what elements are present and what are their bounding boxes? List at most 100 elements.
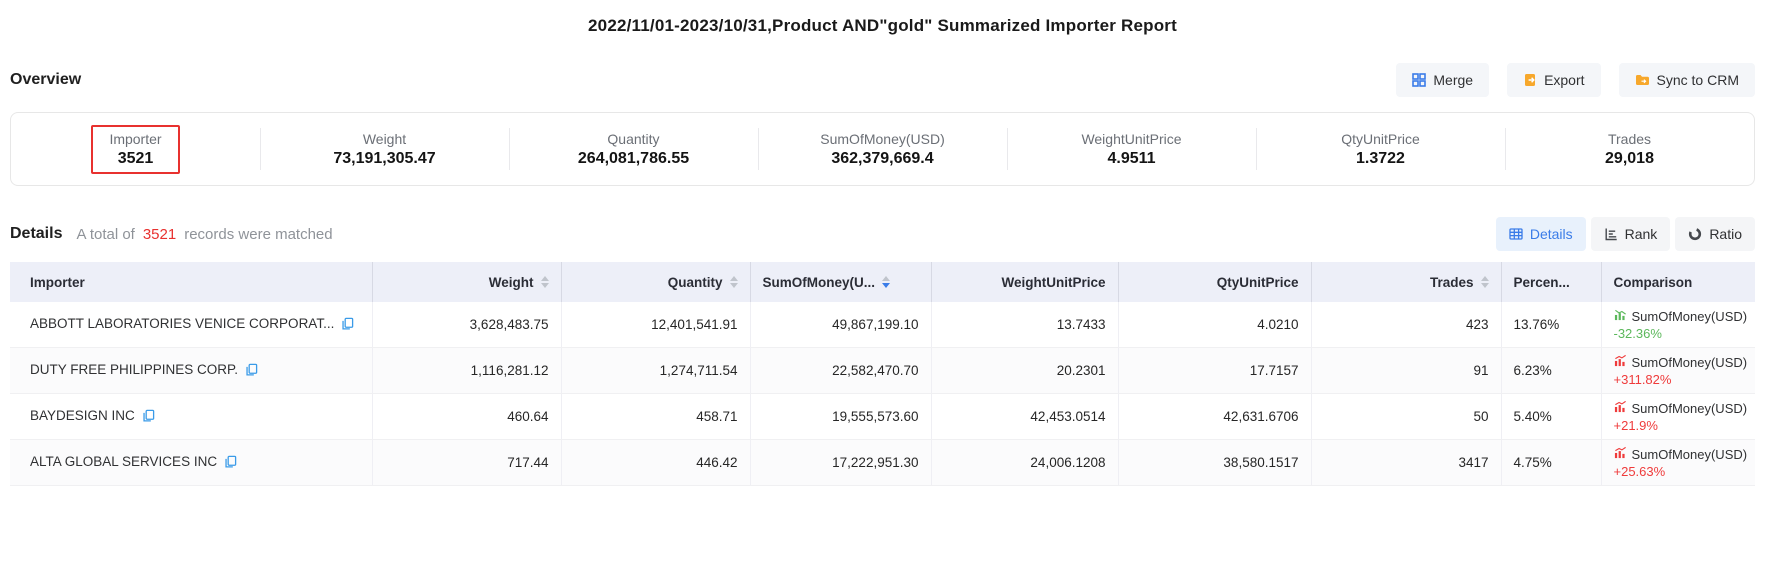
stat-weight: Weight73,191,305.47 — [260, 127, 509, 172]
qty-unit-price-cell: 4.0210 — [1118, 302, 1311, 348]
page: 2022/11/01-2023/10/31,Product AND"gold" … — [0, 0, 1765, 573]
trend-up-chart-icon — [1614, 400, 1627, 417]
export-button[interactable]: Export — [1507, 63, 1600, 97]
tab-details[interactable]: Details — [1496, 217, 1586, 251]
stat-label: Trades — [1608, 131, 1651, 147]
tab-rank[interactable]: Rank — [1591, 217, 1671, 251]
stat-label: Quantity — [607, 131, 659, 147]
trades-cell: 91 — [1311, 348, 1501, 394]
table-row: ALTA GLOBAL SERVICES INC 717.44 446.42 1… — [10, 440, 1755, 486]
stat-qty-unit-price: QtyUnitPrice1.3722 — [1256, 127, 1505, 172]
column-header-importer: Importer — [10, 262, 372, 302]
importer-table-wrap: Importer Weight Quantity SumOfMoney(U...… — [10, 262, 1755, 486]
comparison-metric-label: SumOfMoney(USD) — [1632, 446, 1748, 463]
column-header-comparison: Comparison — [1601, 262, 1755, 302]
trades-cell: 50 — [1311, 394, 1501, 440]
weight-unit-price-cell: 24,006.1208 — [931, 440, 1118, 486]
stat-label: SumOfMoney(USD) — [820, 131, 944, 147]
stat-importer: Importer 3521 — [11, 125, 260, 174]
percent-cell: 6.23% — [1501, 348, 1601, 394]
export-button-label: Export — [1544, 72, 1584, 88]
column-header-qty-unit-price: QtyUnitPrice — [1118, 262, 1311, 302]
importer-name-link[interactable]: BAYDESIGN INC — [30, 408, 135, 423]
sum-of-money-cell: 19,555,573.60 — [750, 394, 931, 440]
toolbar: Merge Export Sync to CRM — [1396, 63, 1755, 97]
column-header-trades[interactable]: Trades — [1311, 262, 1501, 302]
comparison-cell: SumOfMoney(USD) +311.82% — [1614, 349, 1744, 393]
percent-cell: 4.75% — [1501, 440, 1601, 486]
sum-of-money-cell: 49,867,199.10 — [750, 302, 931, 348]
table-row: ABBOTT LABORATORIES VENICE CORPORAT... 3… — [10, 302, 1755, 348]
sort-carets-icon[interactable] — [882, 276, 890, 288]
quantity-cell: 12,401,541.91 — [561, 302, 750, 348]
tab-ratio[interactable]: Ratio — [1675, 217, 1755, 251]
ratio-donut-icon — [1688, 227, 1702, 241]
topbar: Overview Merge Export Sync to CRM — [10, 62, 1755, 98]
table-icon — [1509, 227, 1523, 241]
comparison-cell: SumOfMoney(USD) +21.9% — [1614, 395, 1744, 439]
overview-heading: Overview — [10, 71, 81, 89]
percent-cell: 5.40% — [1501, 394, 1601, 440]
column-header-weight-unit-price: WeightUnitPrice — [931, 262, 1118, 302]
tab-ratio-label: Ratio — [1709, 226, 1742, 242]
clipped-next-row — [10, 486, 1755, 487]
table-row: BAYDESIGN INC 460.64 458.71 19,555,573.6… — [10, 394, 1755, 440]
stat-trades: Trades 29,018 — [1505, 127, 1754, 172]
sync-folder-icon — [1635, 73, 1650, 87]
weight-unit-price-cell: 20.2301 — [931, 348, 1118, 394]
stat-label: QtyUnitPrice — [1341, 131, 1420, 147]
column-header-quantity[interactable]: Quantity — [561, 262, 750, 302]
copy-icon[interactable] — [142, 409, 155, 425]
stat-value: 4.9511 — [1107, 150, 1155, 168]
tab-details-label: Details — [1530, 226, 1573, 242]
comparison-percent: +311.82% — [1614, 371, 1744, 388]
comparison-percent: +21.9% — [1614, 417, 1744, 434]
overview-card: Importer 3521 Weight73,191,305.47 Quanti… — [10, 112, 1755, 186]
sort-carets-icon[interactable] — [1481, 276, 1489, 288]
matched-records-count: 3521 — [143, 226, 176, 243]
trend-up-chart-icon — [1614, 446, 1627, 463]
sum-of-money-cell: 17,222,951.30 — [750, 440, 931, 486]
rank-chart-icon — [1604, 227, 1618, 241]
merge-button-label: Merge — [1433, 72, 1473, 88]
matched-records-prefix: A total of — [76, 226, 134, 243]
qty-unit-price-cell: 42,631.6706 — [1118, 394, 1311, 440]
importer-name-link[interactable]: DUTY FREE PHILIPPINES CORP. — [30, 362, 238, 377]
comparison-metric-label: SumOfMoney(USD) — [1632, 400, 1748, 417]
column-header-sum-of-money[interactable]: SumOfMoney(U... — [750, 262, 931, 302]
weight-cell: 460.64 — [372, 394, 561, 440]
qty-unit-price-cell: 17.7157 — [1118, 348, 1311, 394]
comparison-cell: SumOfMoney(USD) +25.63% — [1614, 441, 1744, 485]
details-bar: Details A total of 3521 records were mat… — [10, 216, 1755, 252]
column-header-weight[interactable]: Weight — [372, 262, 561, 302]
quantity-cell: 1,274,711.54 — [561, 348, 750, 394]
sync-to-crm-button[interactable]: Sync to CRM — [1619, 63, 1755, 97]
stat-value: 73,191,305.47 — [333, 150, 435, 168]
stat-label: Importer — [109, 131, 161, 147]
title-bar: 2022/11/01-2023/10/31,Product AND"gold" … — [10, 0, 1755, 36]
copy-icon[interactable] — [341, 317, 354, 333]
page-title: 2022/11/01-2023/10/31,Product AND"gold" … — [10, 16, 1755, 36]
sort-carets-icon[interactable] — [730, 276, 738, 288]
merge-button[interactable]: Merge — [1396, 63, 1489, 97]
weight-cell: 717.44 — [372, 440, 561, 486]
comparison-metric-label: SumOfMoney(USD) — [1632, 354, 1748, 371]
sort-carets-icon[interactable] — [541, 276, 549, 288]
trend-down-chart-icon — [1614, 308, 1627, 325]
importer-name-link[interactable]: ALTA GLOBAL SERVICES INC — [30, 454, 217, 469]
stat-value: 29,018 — [1605, 150, 1654, 168]
export-file-icon — [1523, 73, 1537, 87]
comparison-percent: -32.36% — [1614, 325, 1744, 342]
qty-unit-price-cell: 38,580.1517 — [1118, 440, 1311, 486]
column-header-percent: Percen... — [1501, 262, 1601, 302]
stat-quantity: Quantity 264,081,786.55 — [509, 127, 758, 172]
importer-name-link[interactable]: ABBOTT LABORATORIES VENICE CORPORAT... — [30, 316, 334, 331]
copy-icon[interactable] — [245, 363, 258, 379]
importer-highlight-box: Importer 3521 — [91, 125, 179, 174]
stat-value: 264,081,786.55 — [578, 150, 689, 168]
comparison-metric-label: SumOfMoney(USD) — [1632, 308, 1748, 325]
copy-icon[interactable] — [224, 455, 237, 471]
percent-cell: 13.76% — [1501, 302, 1601, 348]
stat-value: 3521 — [118, 150, 154, 168]
details-heading: Details — [10, 225, 62, 243]
